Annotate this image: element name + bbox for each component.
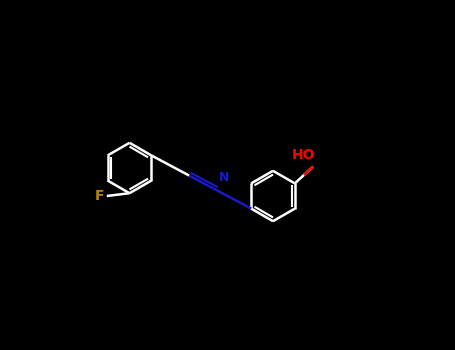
- Text: F: F: [95, 189, 104, 203]
- Text: HO: HO: [292, 148, 315, 162]
- Text: N: N: [219, 172, 229, 184]
